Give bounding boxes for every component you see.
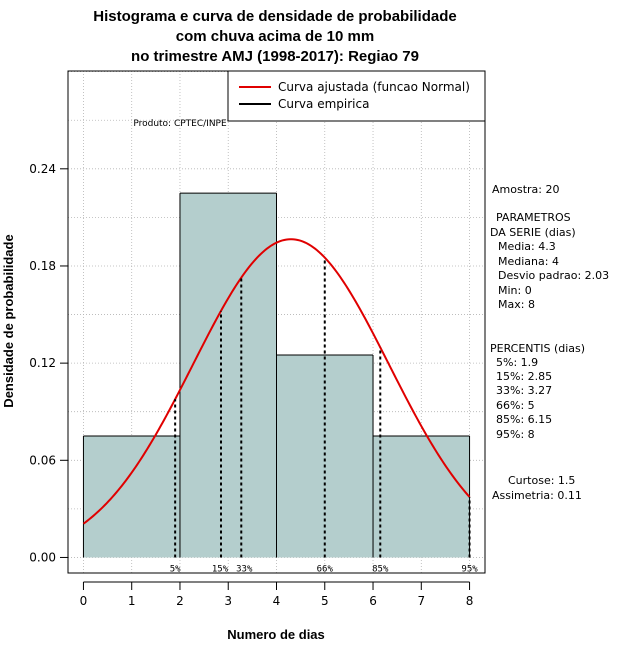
pctl-33: 33%: 3.27 (496, 384, 552, 397)
params-heading-1: PARAMETROS (496, 211, 571, 224)
param-min: Min: 0 (498, 284, 532, 297)
x-tick-label: 2 (176, 594, 184, 608)
legend-label-empirical: Curva empirica (278, 97, 369, 111)
x-tick-label: 6 (369, 594, 377, 608)
percentile-label: 66% (317, 564, 334, 574)
kurtosis: Curtose: 1.5 (508, 474, 575, 487)
percentile-label: 15% (212, 564, 229, 574)
legend-box (227, 70, 486, 122)
y-tick-label: 0.24 (29, 162, 56, 176)
x-axis-title: Numero de dias (227, 627, 325, 642)
pctl-5: 5%: 1.9 (496, 356, 538, 369)
legend-label-fitted: Curva ajustada (funcao Normal) (278, 80, 470, 94)
percentiles-heading: PERCENTIS (dias) (490, 342, 585, 355)
pctl-15: 15%: 2.85 (496, 370, 552, 383)
params-heading-2: DA SERIE (dias) (490, 226, 576, 239)
chart-title: Histograma e curva de densidade de proba… (93, 8, 456, 65)
param-max: Max: 8 (498, 298, 535, 311)
y-tick-label: 0.18 (29, 259, 56, 273)
pctl-85: 85%: 6.15 (496, 413, 552, 426)
title-line-3: no trimestre AMJ (1998-2017): Regiao 79 (131, 48, 419, 65)
y-tick-label: 0.00 (29, 550, 56, 564)
param-stddev: Desvio padrao: 2.03 (498, 269, 609, 282)
title-line-1: Histograma e curva de densidade de proba… (93, 8, 456, 25)
percentile-label: 85% (372, 564, 389, 574)
sample-size: Amostra: 20 (492, 183, 559, 196)
y-tick-label: 0.06 (29, 453, 56, 467)
title-line-2: com chuva acima de 10 mm (176, 28, 374, 45)
x-tick-label: 8 (466, 594, 474, 608)
percentile-label: 95% (461, 564, 478, 574)
histogram-bar (83, 436, 180, 558)
y-axis-title: Densidade de probabilidade (1, 234, 16, 407)
percentile-label: 5% (170, 564, 181, 574)
skewness: Assimetria: 0.11 (492, 489, 582, 502)
x-tick-label: 0 (80, 594, 88, 608)
normal-curve (82, 238, 471, 525)
pctl-66: 66%: 5 (496, 399, 535, 412)
x-tick-label: 4 (273, 594, 281, 608)
normal-curve-layer (82, 238, 471, 525)
legend: Curva ajustada (funcao Normal) Curva emp… (227, 70, 486, 122)
param-mean: Media: 4.3 (498, 240, 556, 253)
histogram-bar (373, 436, 470, 558)
x-tick-label: 1 (128, 594, 136, 608)
statistics-panel: Amostra: 20 PARAMETROS DA SERIE (dias) M… (490, 183, 609, 502)
x-tick-label: 7 (417, 594, 425, 608)
y-axis: 0.00 0.06 0.12 0.18 0.24 (29, 162, 69, 564)
pctl-95: 95%: 8 (496, 428, 535, 441)
credit-text: Produto: CPTEC/INPE (133, 119, 227, 129)
histogram-bars (82, 192, 471, 558)
x-tick-label: 5 (321, 594, 329, 608)
percentile-label: 33% (236, 564, 253, 574)
x-axis: 0 1 2 3 4 5 6 7 8 (80, 581, 474, 608)
histogram-bar (179, 193, 277, 558)
x-tick-label: 3 (224, 594, 232, 608)
y-tick-label: 0.12 (29, 356, 56, 370)
param-median: Mediana: 4 (498, 255, 559, 268)
percentile-markers: 5% 15% 33% 66% 85% 95% (170, 257, 478, 574)
